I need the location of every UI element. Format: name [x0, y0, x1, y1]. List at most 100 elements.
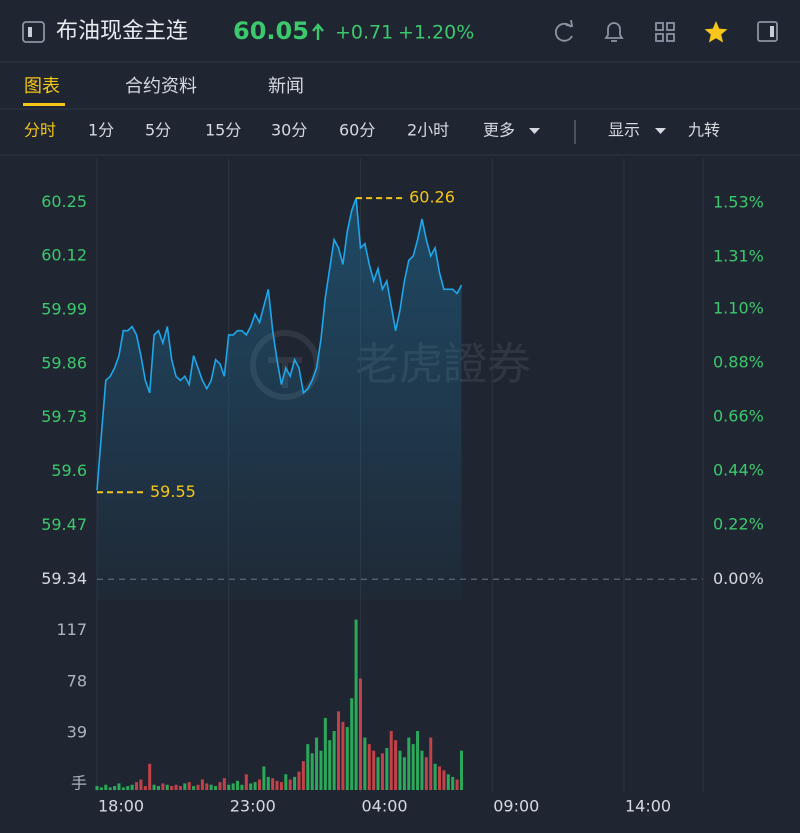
volume-bar [209, 784, 213, 790]
volume-bar [363, 737, 367, 790]
volume-bar [148, 763, 152, 790]
annotation-label: 59.55 [150, 482, 196, 501]
volume-bar [459, 750, 463, 790]
volume-bar [416, 731, 420, 790]
volume-bar [455, 779, 459, 790]
volume-bar [121, 787, 125, 790]
tab[interactable]: 合约资料 [125, 76, 197, 97]
period[interactable]: 2小时 [407, 121, 449, 140]
volume-bar [301, 761, 305, 790]
y-tick-label: 59.47 [41, 515, 87, 534]
volume-bar [411, 744, 415, 790]
y-tick-label: 59.6 [51, 461, 87, 480]
period-more[interactable]: 更多 [483, 121, 515, 140]
option[interactable]: 显示 [608, 121, 640, 140]
volume-bar [380, 753, 384, 790]
period[interactable]: 1分 [88, 121, 114, 140]
volume-bar [354, 619, 358, 790]
y2-tick-label: 0.00% [713, 569, 764, 588]
volume-bar [407, 737, 411, 790]
up-arrow [312, 23, 324, 40]
volume-bar [165, 784, 169, 790]
period[interactable]: 5分 [145, 121, 171, 140]
volume-bar [310, 753, 314, 790]
panel-icon[interactable] [757, 21, 778, 42]
volume-bar [231, 783, 235, 790]
y2-tick-label: 0.66% [713, 407, 764, 426]
refresh-icon[interactable] [554, 19, 574, 42]
period[interactable]: 15分 [205, 121, 241, 140]
volume-bar [135, 782, 139, 790]
option[interactable]: 九转 [688, 121, 720, 140]
volume-bar [442, 770, 446, 790]
price-line [96, 197, 463, 491]
volume-bar [205, 783, 209, 790]
y-tick-label: 60.12 [41, 246, 87, 265]
y2-tick-label: 1.53% [713, 193, 764, 212]
y2-tick-label: 1.10% [713, 298, 764, 317]
volume-bar [178, 786, 182, 790]
volume-bar [113, 786, 117, 790]
volume-bar [222, 778, 226, 790]
volume-bar [236, 780, 240, 790]
price: 60.05 [233, 17, 309, 45]
y-tick-label: 59.34 [41, 569, 87, 588]
volume-bar [95, 786, 99, 790]
volume-bar [139, 779, 143, 790]
volume-bar [319, 750, 323, 790]
volume-bar [275, 780, 279, 790]
price-area [97, 198, 462, 600]
volume-bar [130, 784, 134, 790]
y-tick-label: 59.99 [41, 300, 87, 319]
volume-tick-label: 手 [71, 774, 87, 793]
volume-bar [438, 766, 442, 790]
volume-tick-label: 39 [67, 722, 87, 741]
volume-bar [244, 774, 248, 790]
bell-icon[interactable] [604, 22, 624, 42]
volume-bar [429, 737, 433, 790]
period-active[interactable]: 分时 [24, 121, 56, 140]
volume-bar [306, 744, 310, 790]
volume-bar [398, 750, 402, 790]
dropdown-caret [529, 128, 540, 134]
volume-bar [350, 698, 354, 790]
volume-bar [297, 771, 301, 790]
volume-bar [161, 783, 165, 790]
volume-bar [446, 774, 450, 790]
volume-bar [126, 786, 130, 790]
volume-bar [337, 711, 341, 790]
title: 布油现金主连 [56, 19, 188, 44]
volume-bar [288, 779, 292, 790]
period[interactable]: 60分 [339, 121, 375, 140]
x-tick-label: 14:00 [625, 797, 671, 816]
volume-bar [262, 766, 266, 790]
volume-bar [104, 784, 108, 790]
volume-bar [183, 783, 187, 790]
volume-bar [170, 786, 174, 790]
tab[interactable]: 新闻 [268, 76, 304, 97]
y2-tick-label: 0.22% [713, 515, 764, 534]
x-tick-label: 04:00 [361, 797, 407, 816]
volume-bar [293, 776, 297, 790]
volume-bar [200, 779, 204, 790]
volume-bar [192, 786, 196, 790]
tab-active[interactable]: 图表 [24, 76, 60, 97]
period[interactable]: 30分 [271, 121, 307, 140]
volume-bar [174, 784, 178, 790]
y2-tick-label: 0.44% [713, 461, 764, 480]
grid-icon[interactable] [655, 22, 675, 42]
y2-tick-label: 0.88% [713, 352, 764, 371]
y-tick-label: 60.25 [41, 192, 87, 211]
volume-bar [253, 782, 257, 790]
change: +0.71 [335, 22, 393, 44]
volume-bar [249, 783, 253, 790]
volume-bar [424, 757, 428, 790]
volume-bar [156, 786, 160, 790]
y-tick-label: 59.73 [41, 407, 87, 426]
favorite-star[interactable] [704, 21, 728, 43]
volume-bar [420, 750, 424, 790]
back-icon[interactable] [22, 21, 45, 43]
volume-bar [227, 784, 231, 790]
